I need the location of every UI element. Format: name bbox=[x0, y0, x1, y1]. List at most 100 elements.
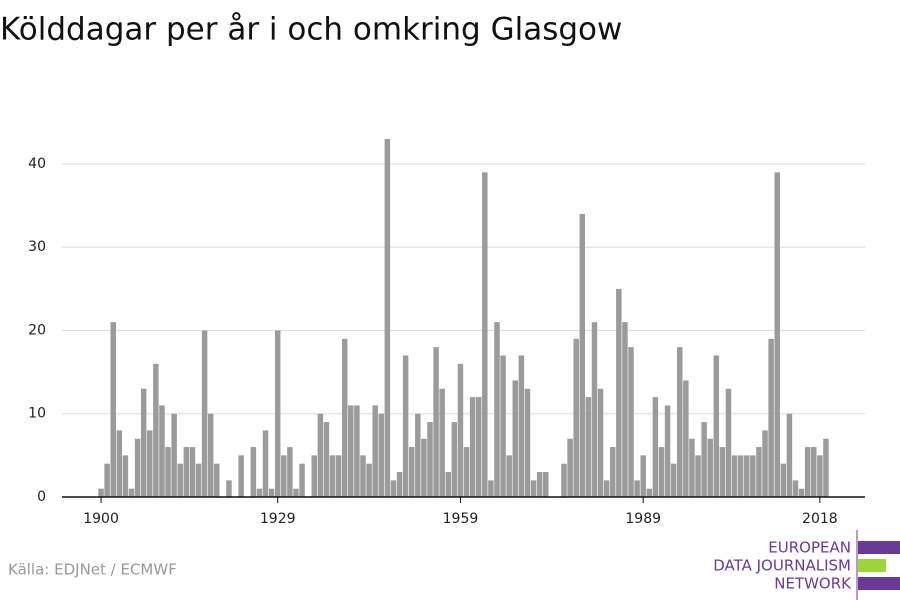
bar bbox=[311, 455, 317, 497]
bar bbox=[396, 472, 403, 497]
bar bbox=[561, 463, 567, 497]
bar bbox=[104, 463, 110, 497]
bar bbox=[725, 388, 732, 497]
bar bbox=[421, 438, 427, 497]
bar bbox=[427, 422, 433, 497]
bar bbox=[640, 455, 646, 497]
bar bbox=[652, 397, 659, 497]
bar bbox=[482, 172, 488, 498]
x-tick-label: 1989 bbox=[625, 511, 661, 527]
logo-text: NETWORK bbox=[774, 575, 852, 593]
bar bbox=[274, 330, 281, 497]
y-tick-label: 10 bbox=[28, 406, 46, 422]
bar bbox=[792, 480, 799, 497]
bar bbox=[329, 455, 336, 497]
bar bbox=[415, 413, 421, 497]
bar bbox=[238, 455, 244, 497]
bar bbox=[177, 463, 183, 497]
logo-bar bbox=[858, 541, 900, 554]
bar bbox=[542, 472, 549, 497]
logo-text: EUROPEAN bbox=[768, 539, 851, 557]
bar bbox=[384, 139, 391, 497]
bar bbox=[603, 480, 610, 497]
bar bbox=[744, 455, 750, 497]
bar bbox=[348, 405, 354, 497]
bar bbox=[195, 463, 202, 497]
bar bbox=[689, 438, 695, 497]
bar bbox=[774, 172, 780, 498]
bar bbox=[98, 488, 104, 497]
bar bbox=[183, 447, 190, 497]
bar bbox=[201, 330, 208, 497]
bar bbox=[786, 413, 793, 497]
bar bbox=[469, 397, 476, 497]
bar bbox=[731, 455, 738, 497]
bar bbox=[122, 455, 129, 497]
bar bbox=[585, 397, 592, 497]
bar bbox=[701, 422, 707, 497]
bar bbox=[798, 488, 805, 497]
bar bbox=[226, 480, 232, 497]
bar bbox=[713, 355, 720, 497]
bar bbox=[737, 455, 744, 497]
y-tick-label: 40 bbox=[28, 156, 46, 172]
bar bbox=[500, 355, 506, 497]
bar bbox=[616, 288, 622, 497]
bar bbox=[214, 463, 220, 497]
bar bbox=[488, 480, 494, 497]
x-tick-label: 1959 bbox=[443, 511, 479, 527]
bar bbox=[360, 455, 366, 497]
bar bbox=[165, 447, 171, 497]
bar bbox=[811, 447, 817, 497]
bar bbox=[439, 388, 445, 497]
bar bbox=[610, 447, 616, 497]
bar bbox=[530, 480, 537, 497]
bar bbox=[475, 397, 482, 497]
bar bbox=[658, 447, 665, 497]
bar bbox=[677, 347, 683, 497]
bar bbox=[433, 347, 439, 497]
bar bbox=[683, 380, 689, 497]
bar bbox=[281, 455, 287, 497]
bar bbox=[817, 455, 823, 497]
bar bbox=[171, 413, 177, 497]
bar bbox=[390, 480, 397, 497]
bar bbox=[268, 488, 275, 497]
bar bbox=[756, 447, 762, 497]
bar bbox=[506, 455, 512, 497]
bar bbox=[664, 405, 671, 497]
bar bbox=[134, 438, 141, 497]
bar bbox=[293, 488, 299, 497]
bar bbox=[457, 363, 464, 497]
bar bbox=[445, 472, 452, 497]
logo: EUROPEAN DATA JOURNALISM NETWORK bbox=[713, 530, 900, 600]
chart-title: Kölddagar per år i och omkring Glasgow bbox=[0, 12, 622, 48]
bar bbox=[402, 355, 409, 497]
bar bbox=[116, 430, 123, 497]
bar bbox=[299, 463, 305, 497]
bar bbox=[695, 455, 701, 497]
bar bbox=[536, 472, 543, 497]
bar bbox=[372, 405, 378, 497]
bar bbox=[378, 413, 385, 497]
bar bbox=[804, 447, 811, 497]
bar bbox=[762, 430, 768, 497]
bar bbox=[335, 455, 342, 497]
bar bbox=[646, 488, 653, 497]
x-tick-label: 1929 bbox=[260, 511, 296, 527]
bar bbox=[591, 322, 598, 497]
bar bbox=[780, 463, 787, 497]
bar bbox=[494, 322, 500, 497]
bar bbox=[707, 438, 713, 497]
bar bbox=[128, 488, 135, 497]
bar bbox=[670, 463, 677, 497]
bar bbox=[147, 430, 153, 497]
bar bbox=[719, 447, 726, 497]
bar bbox=[140, 388, 147, 497]
y-tick-label: 0 bbox=[37, 489, 46, 505]
bar bbox=[207, 413, 214, 497]
bar bbox=[512, 380, 519, 497]
bar bbox=[573, 338, 579, 497]
logo-text: DATA JOURNALISM bbox=[713, 557, 851, 575]
